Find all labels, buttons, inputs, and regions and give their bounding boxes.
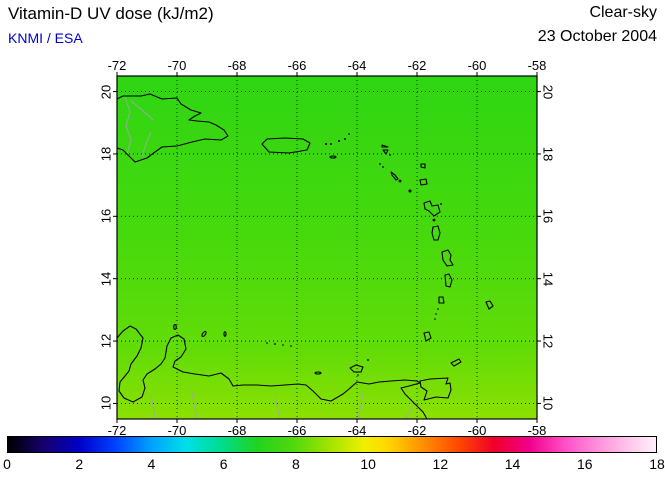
coastline-barbuda xyxy=(420,163,426,169)
coastline-st-martin xyxy=(382,149,389,155)
coastline-antigua xyxy=(419,178,428,186)
lon-tick-label: -66 xyxy=(287,423,307,438)
coastline-tobago xyxy=(450,358,462,367)
coastline-guadeloupe xyxy=(423,200,441,217)
small-island-dots xyxy=(266,133,442,376)
coastline-hispaniola xyxy=(116,93,229,163)
coastline-bonaire xyxy=(223,331,227,337)
lat-tick-label: 20 xyxy=(98,84,114,99)
condition-label: Clear-sky xyxy=(589,4,657,21)
date-label: 23 October 2004 xyxy=(537,28,657,45)
lon-tick-label: -72 xyxy=(107,58,127,73)
colorbar-tick-label: 2 xyxy=(75,456,84,472)
source-label: KNMI / ESA xyxy=(8,30,83,46)
header-right: Clear-sky 23 October 2004 xyxy=(538,4,657,46)
colorbar-tick-label: 8 xyxy=(291,456,300,472)
coastline-st-croix xyxy=(329,155,337,159)
lat-tick-label: 12 xyxy=(540,333,556,349)
lat-tick-label: 10 xyxy=(540,396,556,411)
lon-tick-label: -68 xyxy=(227,423,247,438)
lat-axis-right: 20 18 16 14 12 10 xyxy=(540,76,556,419)
lon-tick-label: -58 xyxy=(527,58,547,73)
lon-axis-top: -72 -70 -68 -66 -64 -62 -60 -58 xyxy=(108,58,547,73)
lat-axis-left: 20 18 16 14 12 10 xyxy=(98,76,114,419)
lon-tick-label: -68 xyxy=(227,58,247,73)
uv-dose-field xyxy=(117,76,537,419)
lon-tick-label: -60 xyxy=(467,58,487,73)
map-canvas xyxy=(113,72,541,423)
lat-tick-label: 18 xyxy=(98,146,114,162)
coastline-anguilla xyxy=(381,144,389,148)
colorbar-tick-label: 14 xyxy=(504,456,521,472)
colorbar-axis: 0 2 4 6 8 10 12 14 16 18 xyxy=(3,456,665,472)
coastline-aruba xyxy=(173,324,177,330)
lon-tick-label: -64 xyxy=(347,423,367,438)
map-frame xyxy=(116,75,538,420)
map: -72 -70 -68 -66 -64 -62 -60 -58 -72 -70 … xyxy=(99,58,556,438)
coastline-st-kitts xyxy=(390,171,399,181)
coastline-la-tortuga xyxy=(314,371,322,375)
lon-tick-label: -70 xyxy=(167,58,187,73)
lon-tick-label: -66 xyxy=(287,58,307,73)
lat-tick-label: 12 xyxy=(98,333,114,349)
colorbar-tick-label: 12 xyxy=(432,456,449,472)
colorbar-tick-label: 18 xyxy=(649,456,665,472)
coastline-martinique xyxy=(441,249,454,267)
colorbar-tick-label: 10 xyxy=(360,456,376,472)
coastlines xyxy=(116,93,494,420)
axis-tick-marks xyxy=(113,72,541,423)
coastline-grenada xyxy=(423,331,432,342)
lon-tick-label: -60 xyxy=(467,423,487,438)
lat-tick-label: 14 xyxy=(98,271,114,286)
lon-tick-label: -70 xyxy=(167,423,187,438)
lat-tick-label: 20 xyxy=(540,84,556,99)
coastline-st-vincent xyxy=(438,296,445,304)
lon-tick-label: -72 xyxy=(107,423,127,438)
lon-tick-label: -64 xyxy=(347,58,367,73)
colorbar-tick-label: 0 xyxy=(3,456,11,472)
lat-tick-label: 16 xyxy=(540,209,556,224)
coastline-barbados xyxy=(485,300,494,310)
page-title: Vitamin-D UV dose (kJ/m2) xyxy=(8,4,214,23)
colorbar-tick-label: 6 xyxy=(219,456,228,472)
inland-borders-rivers xyxy=(124,96,414,420)
coastline-st-lucia xyxy=(444,273,453,288)
coastline-curacao xyxy=(201,330,207,338)
lon-tick-label: -62 xyxy=(407,423,427,438)
coastline-puerto-rico xyxy=(261,137,311,154)
colorbar-tick-label: 4 xyxy=(147,456,156,472)
lon-tick-label: -58 xyxy=(527,423,547,438)
lon-tick-label: -62 xyxy=(407,58,427,73)
coastline-trinidad xyxy=(419,377,452,401)
colorbar xyxy=(7,436,657,453)
coastline-venezuela xyxy=(116,325,428,420)
lat-tick-label: 16 xyxy=(98,209,114,224)
coastline-margarita xyxy=(349,364,364,373)
lat-tick-label: 14 xyxy=(540,271,556,286)
coastline-dominica xyxy=(431,225,441,241)
lat-tick-label: 18 xyxy=(540,146,556,162)
lon-axis-bottom: -72 -70 -68 -66 -64 -62 -60 -58 xyxy=(108,423,547,438)
colorbar-tick-label: 16 xyxy=(576,456,593,472)
lat-tick-label: 10 xyxy=(98,396,114,411)
